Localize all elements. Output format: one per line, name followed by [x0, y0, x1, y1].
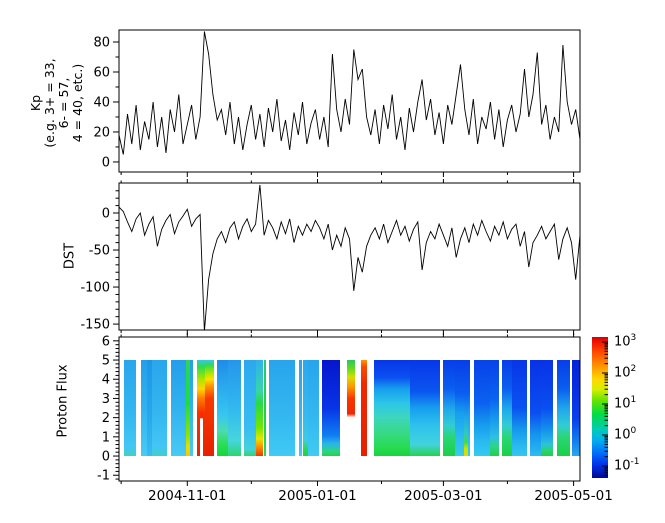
- x-date-label: 2005-01-01: [278, 488, 356, 504]
- kp-panel-frame: [118, 29, 581, 173]
- flux-y-tick-label: 6: [102, 334, 110, 349]
- flux-column: [541, 360, 554, 456]
- flux-column: [190, 360, 194, 456]
- dst-y-tick-label: 0: [102, 206, 110, 221]
- x-date-label: 2005-05-01: [534, 488, 612, 504]
- flux-panel-frame: [118, 336, 581, 482]
- flux-column: [512, 360, 527, 456]
- dst-panel-frame: [118, 182, 581, 331]
- kp-y-tick-label: 20: [93, 125, 110, 140]
- colorbar-tick-label: 100: [614, 426, 637, 443]
- flux-column: [455, 360, 465, 456]
- flux-column: [308, 360, 319, 456]
- flux-column: [299, 360, 303, 456]
- dst-y-tick-label: -100: [80, 281, 110, 296]
- flux-column: [197, 360, 201, 456]
- flux-column: [205, 360, 214, 456]
- flux-y-tick-label: 4: [102, 373, 110, 388]
- x-date-label: 2004-11-01: [148, 488, 226, 504]
- flux-column: [410, 360, 440, 456]
- kp-y-tick-label: 40: [93, 95, 110, 110]
- flux-column: [530, 360, 542, 456]
- flux-column: [443, 360, 456, 456]
- flux-y-tick-label: -1: [97, 469, 110, 484]
- flux-column: [171, 360, 186, 456]
- flux-column: [141, 360, 147, 456]
- colorbar-tick-label: 103: [614, 333, 637, 350]
- flux-colorbar: [592, 337, 608, 478]
- flux-column: [264, 360, 266, 456]
- kp-y-tick-label: 60: [93, 65, 110, 80]
- dst-line: [119, 184, 580, 330]
- kp-y-tick-label: 80: [93, 35, 110, 50]
- colorbar-tick-label: 10-1: [614, 457, 640, 474]
- kp-y-tick-label: 0: [102, 155, 110, 170]
- flux-y-tick-label: 0: [102, 450, 110, 465]
- flux-y-tick-label: 2: [102, 411, 110, 426]
- flux-column: [572, 360, 580, 456]
- proton-flux-spectrogram: [119, 360, 580, 456]
- flux-column: [228, 360, 242, 456]
- dst-y-tick-label: -50: [89, 244, 110, 259]
- flux-column: [217, 360, 229, 456]
- flux-column: [474, 360, 491, 456]
- flux-column: [203, 360, 205, 456]
- flux-column: [464, 360, 469, 456]
- flux-column: [557, 360, 571, 456]
- flux-column: [490, 360, 500, 456]
- dst-y-tick-label: -150: [80, 318, 110, 333]
- flux-column: [502, 360, 513, 456]
- colorbar-tick-label: 102: [614, 364, 637, 381]
- flux-column: [269, 360, 295, 456]
- flux-column: [123, 360, 137, 456]
- flux-column: [361, 360, 367, 456]
- flux-y-tick-label: 3: [102, 392, 110, 407]
- x-date-label: 2005-03-01: [404, 488, 482, 504]
- flux-column: [322, 360, 341, 456]
- flux-column: [152, 360, 167, 456]
- flux-column: [200, 360, 204, 456]
- flux-column: [146, 360, 152, 456]
- flux-column: [186, 360, 191, 456]
- flux-column: [302, 360, 308, 456]
- kp-line: [119, 31, 580, 155]
- flux-column: [374, 360, 411, 456]
- flux-column: [244, 360, 257, 456]
- flux-column: [346, 360, 355, 456]
- flux-y-tick-label: 5: [102, 354, 110, 369]
- colorbar-tick-label: 101: [614, 395, 637, 412]
- flux-column: [468, 360, 471, 456]
- flux-column: [256, 360, 263, 456]
- flux-y-tick-label: 1: [102, 430, 110, 445]
